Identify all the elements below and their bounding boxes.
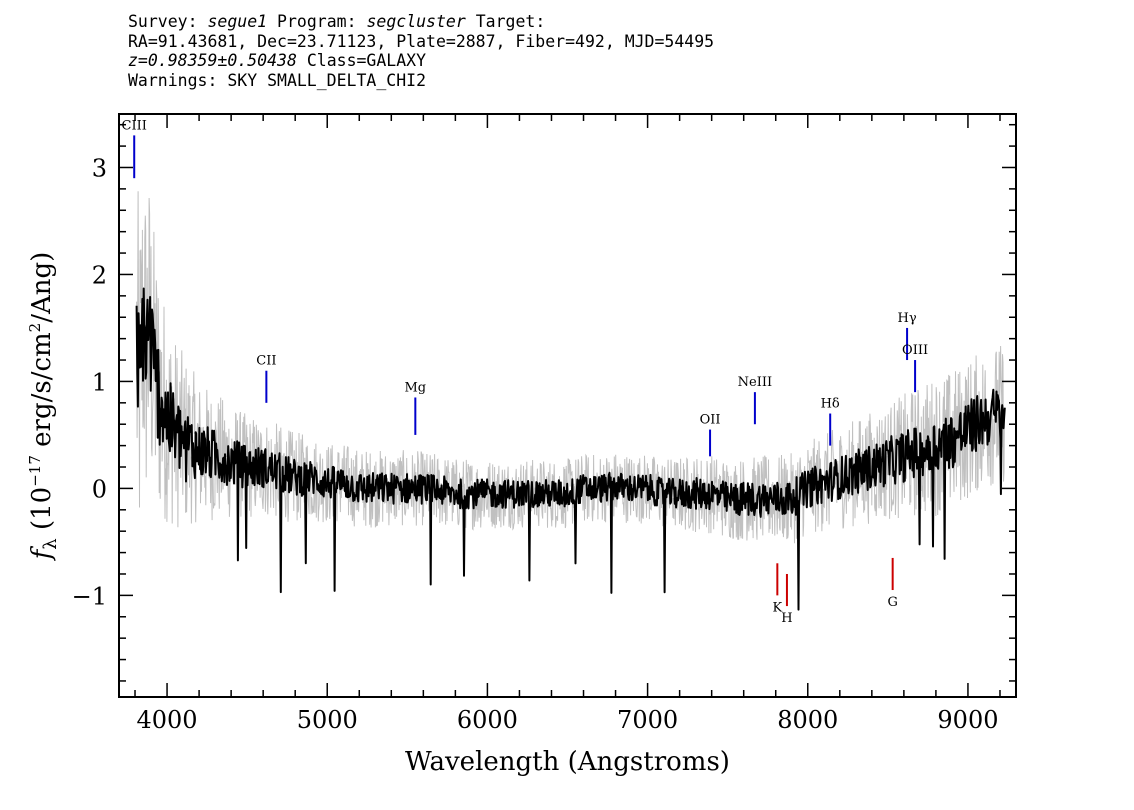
axis-ticks: 4000 5000 6000 7000 8000 9000 −1 0 1 2 3 [72,114,1016,734]
spectral-line-label: G [887,595,897,610]
header-line-4: Warnings: SKY SMALL_DELTA_CHI2 [128,70,427,90]
program-label: Program: [277,12,357,31]
spectral-line-label: Mg [405,380,427,395]
y-tick-label: 1 [92,368,107,396]
y-tick-label: 3 [92,154,107,182]
spectral-line-label: H [781,611,792,626]
plot-frame [118,113,1017,698]
spectral-line-label: CII [256,354,276,369]
spectral-line-label: OII [700,413,721,428]
flux-line [135,287,1006,611]
header-line-3: z=0.98359±0.50438 Class=GALAXY [128,51,714,71]
y-tick-label: 2 [92,261,107,289]
x-tick-label: 7000 [617,706,678,734]
spectral-line-label: CIII [122,118,147,133]
x-tick-label: 9000 [937,706,998,734]
y-tick-label: 0 [92,475,107,503]
x-tick-label: 4000 [137,706,198,734]
target-label: Target: [475,12,546,31]
spectral-line-label: NeIII [738,375,772,390]
redshift-value: z=0.98359±0.50438 [128,51,297,70]
header-line-1: Survey: segue1 Program: segcluster Targe… [128,12,714,32]
spectrum-group [135,191,1006,611]
spectral-line-label: K [772,600,782,615]
spectral-line-label: Hγ [898,311,917,326]
survey-label: Survey: [128,12,198,31]
spectral-line-label: OIII [902,343,928,358]
spectrum-header: Survey: segue1 Program: segcluster Targe… [128,12,714,90]
error-band [136,191,1005,544]
y-axis-title: fλ (10−17 erg/s/cm2/Ang) [26,252,61,562]
x-axis-title: Wavelength (Angstroms) [405,747,730,777]
program-value: segcluster [366,12,466,31]
x-tick-label: 8000 [777,706,838,734]
spectral-line-label: Hδ [821,397,840,412]
plot-area: CIII CII Mg OII NeIII Hδ Hγ OIII KH G [122,118,1006,626]
survey-value: segue1 [207,12,268,31]
class-value: Class=GALAXY [306,51,427,70]
y-tick-label: −1 [72,582,107,610]
x-tick-label: 6000 [457,706,518,734]
x-tick-label: 5000 [297,706,358,734]
header-line-2: RA=91.43681, Dec=23.71123, Plate=2887, F… [128,31,715,51]
